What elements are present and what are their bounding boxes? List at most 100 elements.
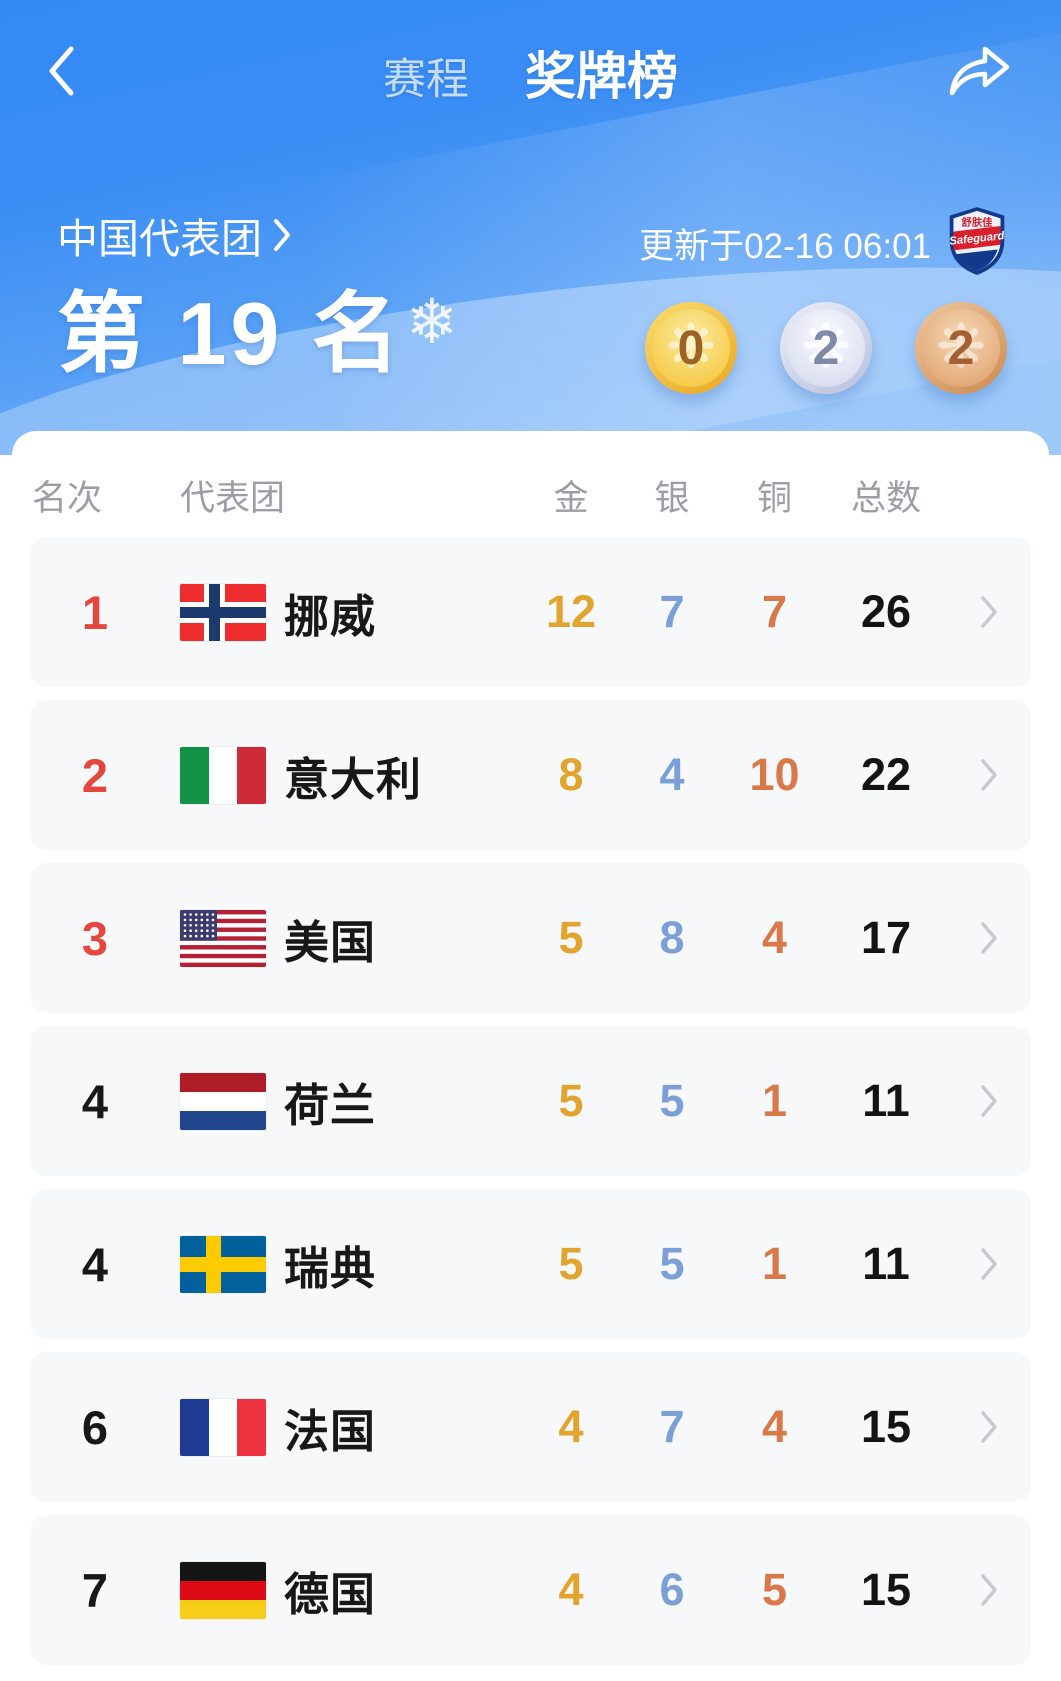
country-name: 意大利	[284, 753, 423, 805]
share-button[interactable]	[947, 42, 1013, 104]
back-button[interactable]	[44, 44, 88, 102]
country-flag-icon	[180, 909, 266, 967]
total-count: 11	[862, 1238, 910, 1289]
bronze-medal-coin: ❋ 2	[915, 302, 1007, 394]
tab-bar: 赛程 奖牌榜	[0, 34, 1061, 112]
row-chevron-icon	[946, 1246, 1031, 1282]
country-flag-icon	[180, 746, 266, 804]
column-header-bronze: 铜	[756, 478, 792, 518]
country-flag-icon	[180, 583, 266, 641]
rank-value: 6	[81, 1400, 109, 1454]
silver-count: 8	[659, 912, 685, 963]
rank-value: 3	[81, 911, 109, 965]
gold-count: 8	[558, 749, 584, 800]
row-chevron-icon	[946, 1409, 1031, 1445]
bronze-count: 10	[749, 749, 800, 800]
gold-count: 5	[558, 912, 584, 963]
updated-timestamp: 更新于02-16 06:01	[639, 227, 931, 266]
total-count: 15	[860, 1564, 912, 1615]
team-cell: 意大利	[160, 743, 521, 808]
hero-banner: 赛程 奖牌榜 中国代表团 更新于02-16 06:01 舒肤佳 Safeguar…	[0, 0, 1061, 455]
table-row[interactable]: 6 法国 4 7 4 15	[30, 1352, 1031, 1502]
row-chevron-icon	[946, 594, 1031, 630]
row-chevron-icon	[946, 757, 1031, 793]
china-rank-text: 第 19 名	[57, 284, 404, 383]
bronze-count: 5	[761, 1564, 788, 1615]
medal-snowflake-watermark: ❋	[935, 312, 987, 380]
table-body: 1 挪威 12 7 7 26 2 意大利 8 4 10 22 3 美国 5	[30, 537, 1031, 1665]
gold-count: 5	[558, 1075, 584, 1126]
rank-value: 2	[81, 748, 109, 802]
china-rank-line: 第 19 名 ❄	[57, 284, 458, 384]
bronze-count: 4	[761, 1401, 788, 1452]
column-header-total: 总数	[850, 478, 921, 518]
gold-count: 12	[545, 586, 597, 637]
gold-medal-coin: ❋ 0	[645, 302, 737, 394]
column-header-silver: 银	[654, 478, 690, 518]
svg-text:舒肤佳: 舒肤佳	[961, 216, 993, 229]
country-name: 德国	[284, 1568, 377, 1620]
table-row[interactable]: 4 荷兰 5 5 1 11	[30, 1026, 1031, 1176]
table-row[interactable]: 7 德国 4 6 5 15	[30, 1515, 1031, 1665]
medal-snowflake-watermark: ❋	[800, 312, 852, 380]
table-row[interactable]: 2 意大利 8 4 10 22	[30, 700, 1031, 850]
medal-count: 0	[677, 321, 705, 375]
silver-count: 6	[659, 1564, 685, 1615]
team-cell: 德国	[160, 1558, 521, 1623]
rank-value: 1	[81, 585, 109, 639]
silver-count: 5	[659, 1238, 685, 1289]
total-count: 15	[860, 1401, 912, 1452]
team-cell: 法国	[160, 1395, 521, 1460]
silver-count: 7	[659, 586, 685, 637]
medal-table-card: 名次 代表团 金 银 铜 总数 1 挪威 12 7 7 26 2 意大利 8 4…	[12, 431, 1049, 1681]
country-name: 美国	[284, 916, 377, 968]
rank-value: 4	[81, 1237, 109, 1291]
country-flag-icon	[180, 1235, 266, 1293]
medal-count: 2	[812, 321, 840, 375]
table-row[interactable]: 3 美国 5 8 4 17	[30, 863, 1031, 1013]
gold-count: 4	[558, 1564, 584, 1615]
table-row[interactable]: 1 挪威 12 7 7 26	[30, 537, 1031, 687]
silver-count: 7	[659, 1401, 685, 1452]
silver-count: 5	[659, 1075, 685, 1126]
tab-schedule[interactable]: 赛程	[382, 56, 469, 104]
team-cell: 瑞典	[160, 1232, 521, 1297]
country-name: 瑞典	[284, 1242, 377, 1294]
team-cell: 荷兰	[160, 1069, 521, 1134]
delegation-label: 中国代表团	[57, 216, 262, 262]
share-arrow-icon	[947, 41, 1011, 106]
gold-count: 4	[558, 1401, 584, 1452]
table-row[interactable]: 4 瑞典 5 5 1 11	[30, 1189, 1031, 1339]
rank-value: 4	[81, 1074, 109, 1128]
table-header-row: 名次 代表团 金 银 铜 总数	[30, 453, 1031, 537]
column-header-rank: 名次	[32, 478, 103, 518]
back-chevron-icon	[44, 42, 78, 105]
bronze-count: 4	[761, 912, 788, 963]
country-name: 法国	[284, 1405, 377, 1457]
medal-snowflake-watermark: ❋	[665, 312, 717, 380]
delegation-line: 中国代表团 更新于02-16 06:01 舒肤佳 Safeguard	[0, 205, 1061, 275]
svg-text:Safeguard: Safeguard	[949, 230, 1006, 248]
tab-medal-table[interactable]: 奖牌榜	[524, 48, 678, 105]
team-cell: 美国	[160, 906, 521, 971]
column-header-gold: 金	[553, 478, 589, 518]
total-count: 26	[860, 586, 912, 637]
gold-count: 5	[558, 1238, 584, 1289]
safeguard-sponsor-logo: 舒肤佳 Safeguard	[945, 205, 1009, 282]
bronze-count: 7	[761, 586, 788, 637]
team-cell: 挪威	[160, 580, 521, 645]
row-chevron-icon	[946, 1572, 1031, 1608]
total-count: 11	[862, 1075, 910, 1126]
total-count: 22	[860, 749, 912, 800]
country-flag-icon	[180, 1561, 266, 1619]
column-header-team: 代表团	[180, 478, 286, 518]
delegation-link[interactable]: 中国代表团	[57, 205, 292, 265]
medal-count: 2	[947, 321, 975, 375]
silver-count: 4	[659, 749, 685, 800]
silver-medal-coin: ❋ 2	[780, 302, 872, 394]
total-count: 17	[860, 912, 912, 963]
country-flag-icon	[180, 1072, 266, 1130]
bronze-count: 1	[761, 1075, 788, 1126]
row-chevron-icon	[946, 1083, 1031, 1119]
china-medal-summary: ❋ 0 ❋ 2 ❋ 2	[645, 302, 1007, 394]
